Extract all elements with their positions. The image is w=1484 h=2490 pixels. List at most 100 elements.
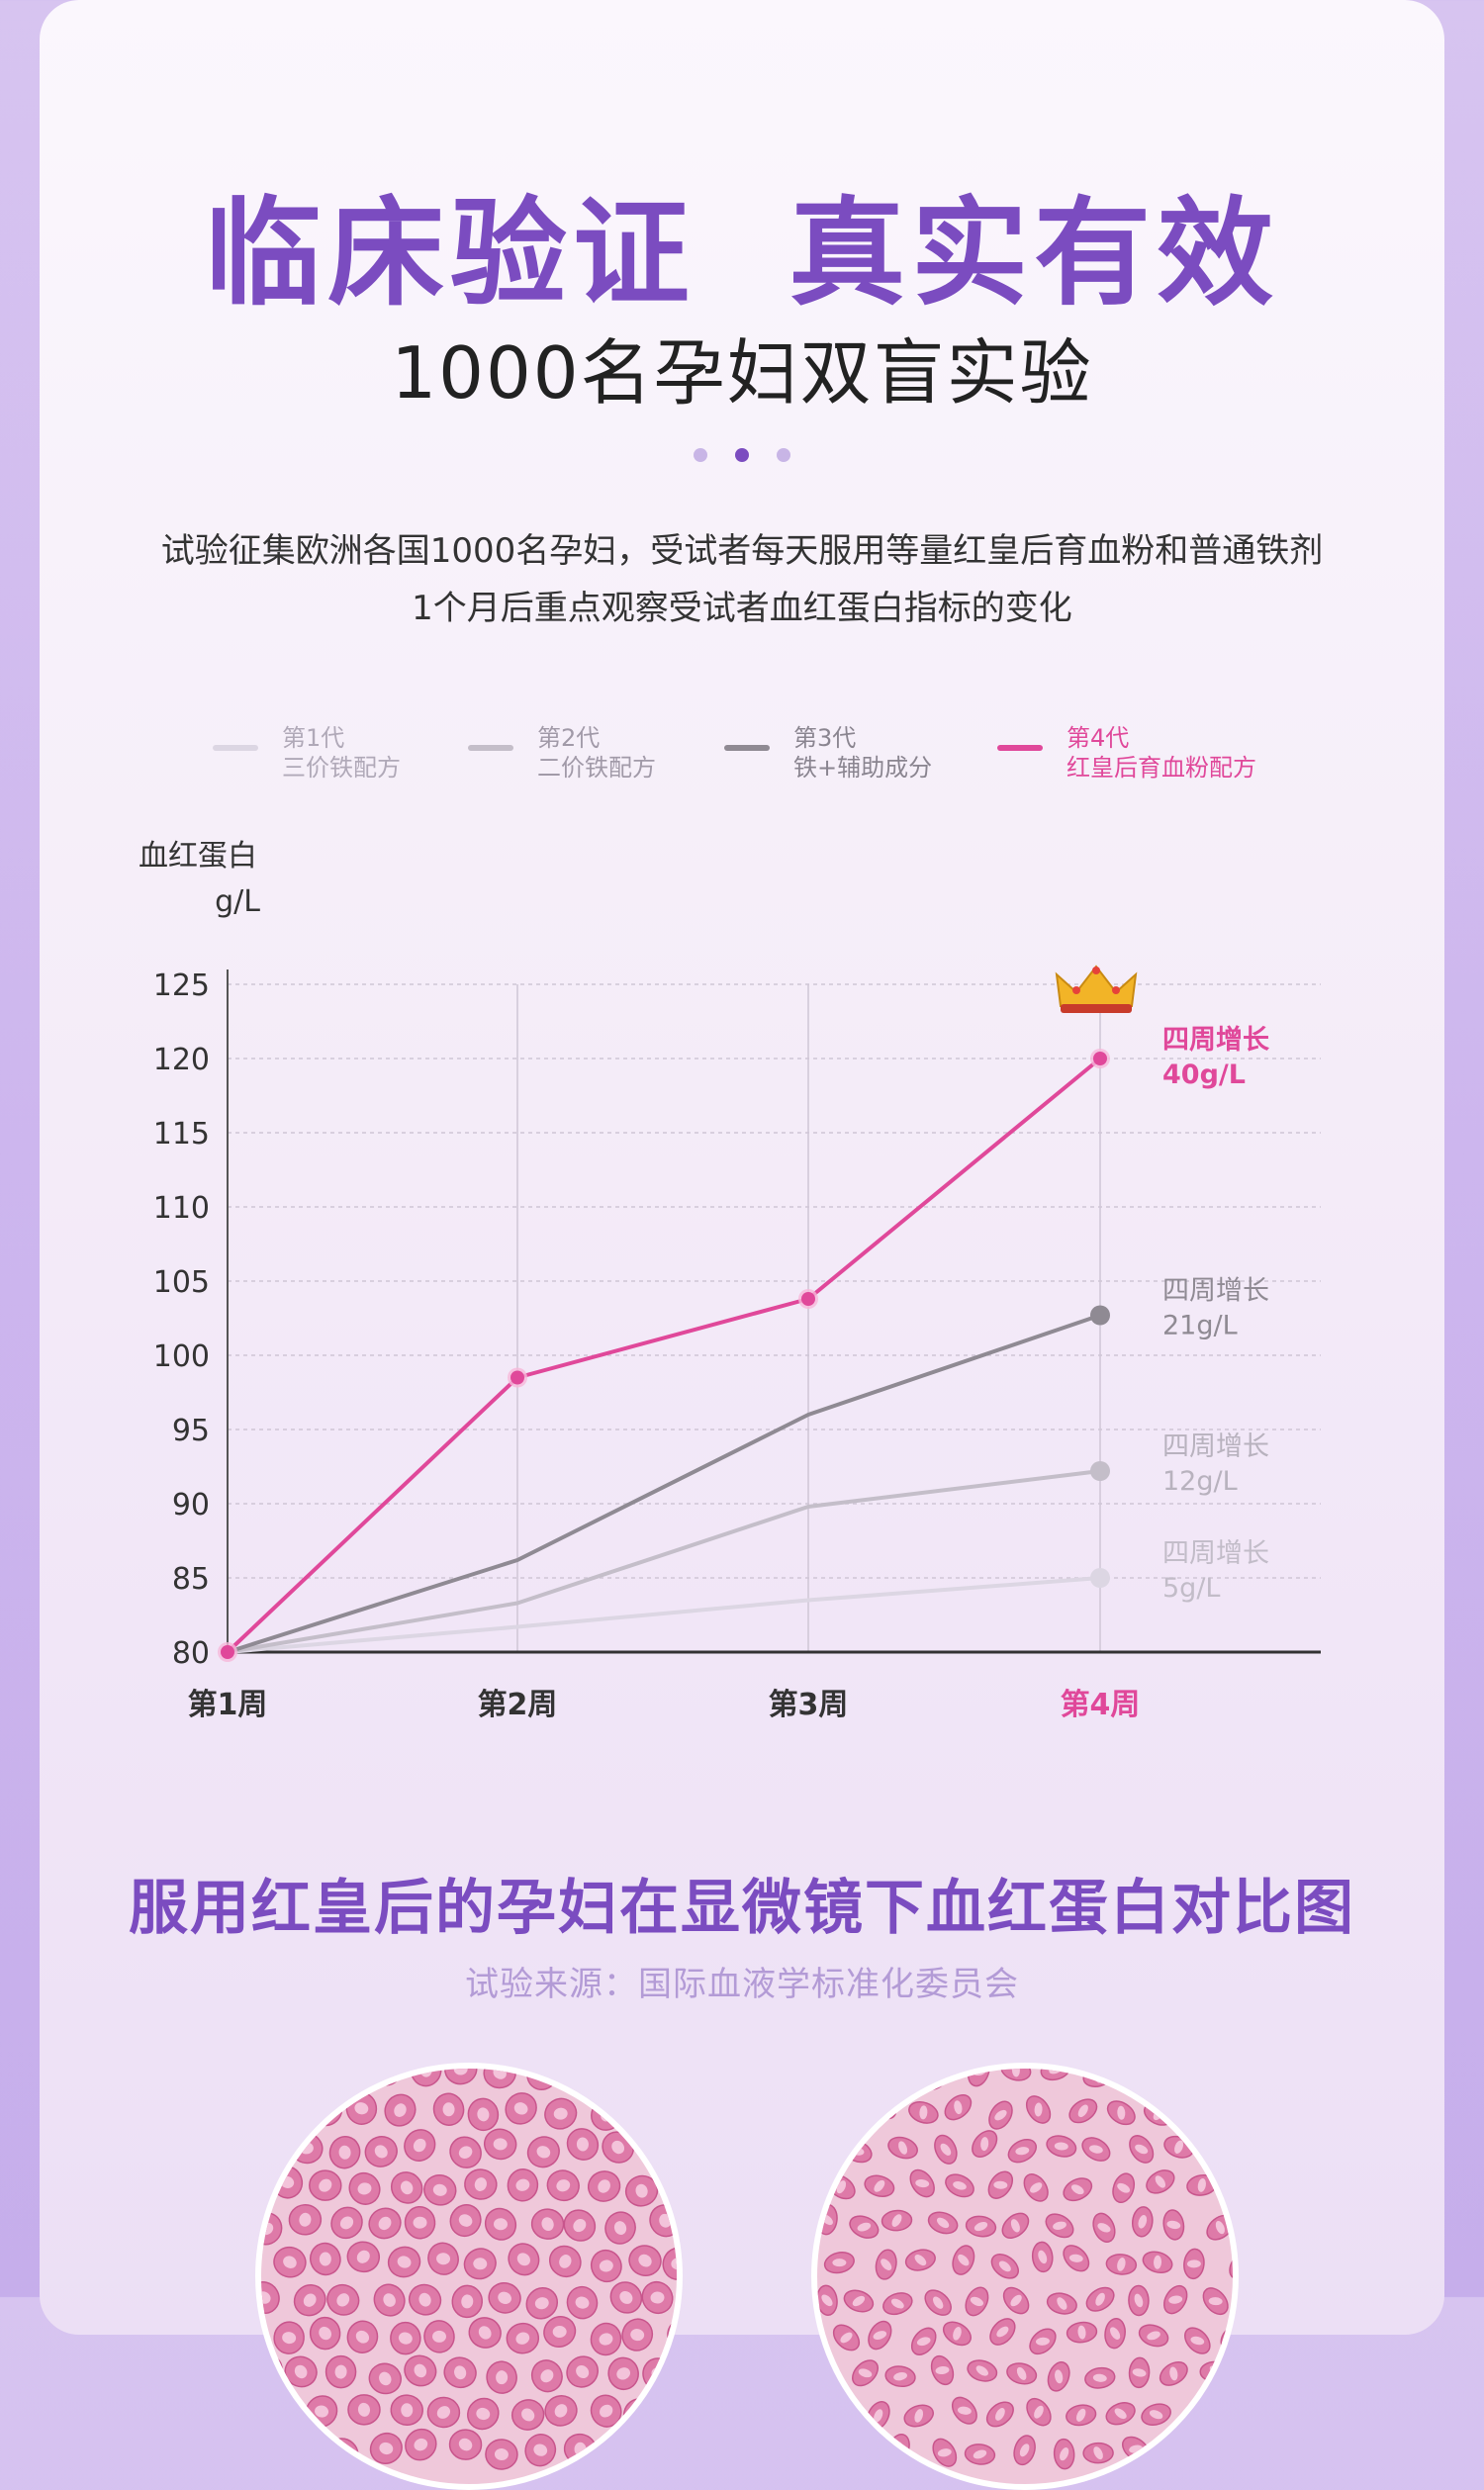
blood-cell-center [513, 2102, 528, 2115]
blood-cell-center [1010, 2219, 1020, 2233]
blood-cell [1229, 2251, 1233, 2280]
data-point-gen2 [1090, 1461, 1110, 1481]
blood-cell-center [282, 2407, 296, 2421]
blood-cell-center [576, 2137, 589, 2152]
y-tick-label: 125 [153, 968, 210, 1003]
end-label-value-gen1: 5g/L [1162, 1573, 1220, 1604]
x-tick-label: 第3周 [769, 1688, 849, 1722]
blood-cell [285, 2438, 317, 2471]
y-tick-label: 95 [172, 1414, 210, 1448]
blood-cell-center [1117, 2258, 1126, 2271]
data-point-gen4 [510, 1370, 524, 1385]
blood-cell-center [458, 2146, 473, 2159]
blood-cell-center [881, 2259, 892, 2270]
y-tick-label: 120 [153, 1043, 210, 1077]
legend-swatch [213, 745, 258, 751]
blood-cell-center [356, 2250, 370, 2263]
blood-cell-center [473, 2258, 488, 2270]
crown-band-icon [1061, 1004, 1132, 1013]
series-line-gen2 [227, 1469, 1101, 1654]
description-line-2: 1个月后重点观察受试者血红蛋白指标的变化 [412, 589, 1072, 628]
blood-cell-center [1117, 2182, 1131, 2193]
blood-cell-center [936, 2217, 950, 2229]
blood-cell-center [1030, 2182, 1043, 2193]
blood-cell-center [413, 2216, 427, 2229]
end-label-gen2: 四周增长 [1162, 1431, 1269, 1462]
blood-cell-center [1089, 2145, 1103, 2154]
blood-cell-center [914, 2255, 927, 2266]
blood-cell-center [613, 2221, 627, 2235]
blood-cell-center [635, 2183, 648, 2198]
blood-cell-center [1097, 2223, 1111, 2233]
blood-cell-center [838, 2402, 851, 2414]
y-tick-label: 80 [172, 1636, 210, 1671]
data-point-gen4 [221, 1645, 234, 1659]
blood-cell-center [638, 2254, 652, 2267]
blood-cell-center [453, 2069, 468, 2075]
legend-sublabel: 红皇后育血粉配方 [1067, 754, 1256, 782]
blood-cell-center [953, 2181, 967, 2190]
y-axis-title: 血红蛋白 [139, 839, 257, 874]
blood-cell-center [573, 2219, 587, 2233]
dot [694, 448, 707, 462]
blood-cell [622, 2398, 655, 2432]
legend-swatch [468, 745, 513, 751]
content-card [40, 0, 1444, 2335]
blood-cell [1203, 2433, 1229, 2461]
section-title: 服用红皇后的孕妇在显微镜下血红蛋白对比图 [129, 1874, 1355, 1943]
description-line-1: 试验征集欧洲各国1000名孕妇，受试者每天服用等量红皇后育血粉和普通铁剂 [160, 531, 1324, 571]
blood-cell [663, 2397, 677, 2430]
data-point-gen1 [1090, 1568, 1110, 1588]
blood-cell-center [541, 2217, 554, 2232]
blood-cell-center [898, 2141, 908, 2155]
blood-cell-center [993, 2180, 1008, 2189]
blood-cell [649, 2432, 677, 2463]
blood-cell-center [836, 2180, 847, 2194]
blood-cell-center [940, 2143, 952, 2156]
page-title: 临床验证 真实有效 [204, 185, 1280, 322]
blood-cell-center [1166, 2220, 1181, 2230]
blood-cell-center [915, 2178, 930, 2188]
blood-cell-center [919, 2105, 928, 2120]
y-tick-label: 115 [153, 1117, 210, 1152]
crown-gem-icon [1092, 967, 1100, 974]
blood-cell [828, 2397, 861, 2419]
blood-cell [272, 2397, 306, 2431]
legend-label: 第4代 [1067, 724, 1130, 752]
blood-cell [1199, 2360, 1231, 2383]
blood-cell-center [319, 2252, 331, 2266]
blood-cell-center [954, 2100, 963, 2115]
blood-cell [817, 2362, 829, 2394]
blood-cell-center [1155, 2175, 1166, 2188]
blood-cell-center [1011, 2069, 1020, 2077]
legend-label: 第3代 [793, 724, 857, 752]
blood-cell-center [1215, 2220, 1225, 2235]
pagination-dots [0, 447, 1484, 466]
blood-cells-illustration [817, 2069, 1233, 2470]
microscope-image-after [811, 2063, 1239, 2490]
end-label-value-gen3: 21g/L [1162, 1311, 1238, 1341]
blood-cell-center [599, 2259, 613, 2272]
blood-cell-center [442, 2102, 455, 2117]
blood-cell-center [335, 2446, 349, 2461]
blood-cell-center [1194, 2403, 1207, 2414]
blood-cell-center [319, 2178, 332, 2192]
blood-cell-center [1068, 2254, 1083, 2262]
blood-cell [642, 2357, 674, 2391]
blood-cell-center [516, 2253, 530, 2266]
blood-cell [667, 2319, 677, 2352]
blood-cell-center [261, 2439, 272, 2452]
blood-cell-center [432, 2183, 447, 2196]
blood-cell-center [674, 2406, 677, 2421]
blood-cell-center [397, 2256, 412, 2268]
blood-cell-center [980, 2137, 989, 2152]
blood-cell-center [458, 2214, 473, 2227]
series-line-gen1 [227, 1576, 1101, 1654]
crown-gem-icon [1112, 986, 1120, 994]
x-tick-label: 第4周 [1061, 1688, 1141, 1722]
end-label-value-gen2: 12g/L [1162, 1466, 1238, 1497]
dot [777, 448, 790, 462]
blood-cell-center [294, 2447, 308, 2461]
blood-cell-center [394, 2103, 407, 2117]
blood-cell-center [493, 2138, 508, 2151]
